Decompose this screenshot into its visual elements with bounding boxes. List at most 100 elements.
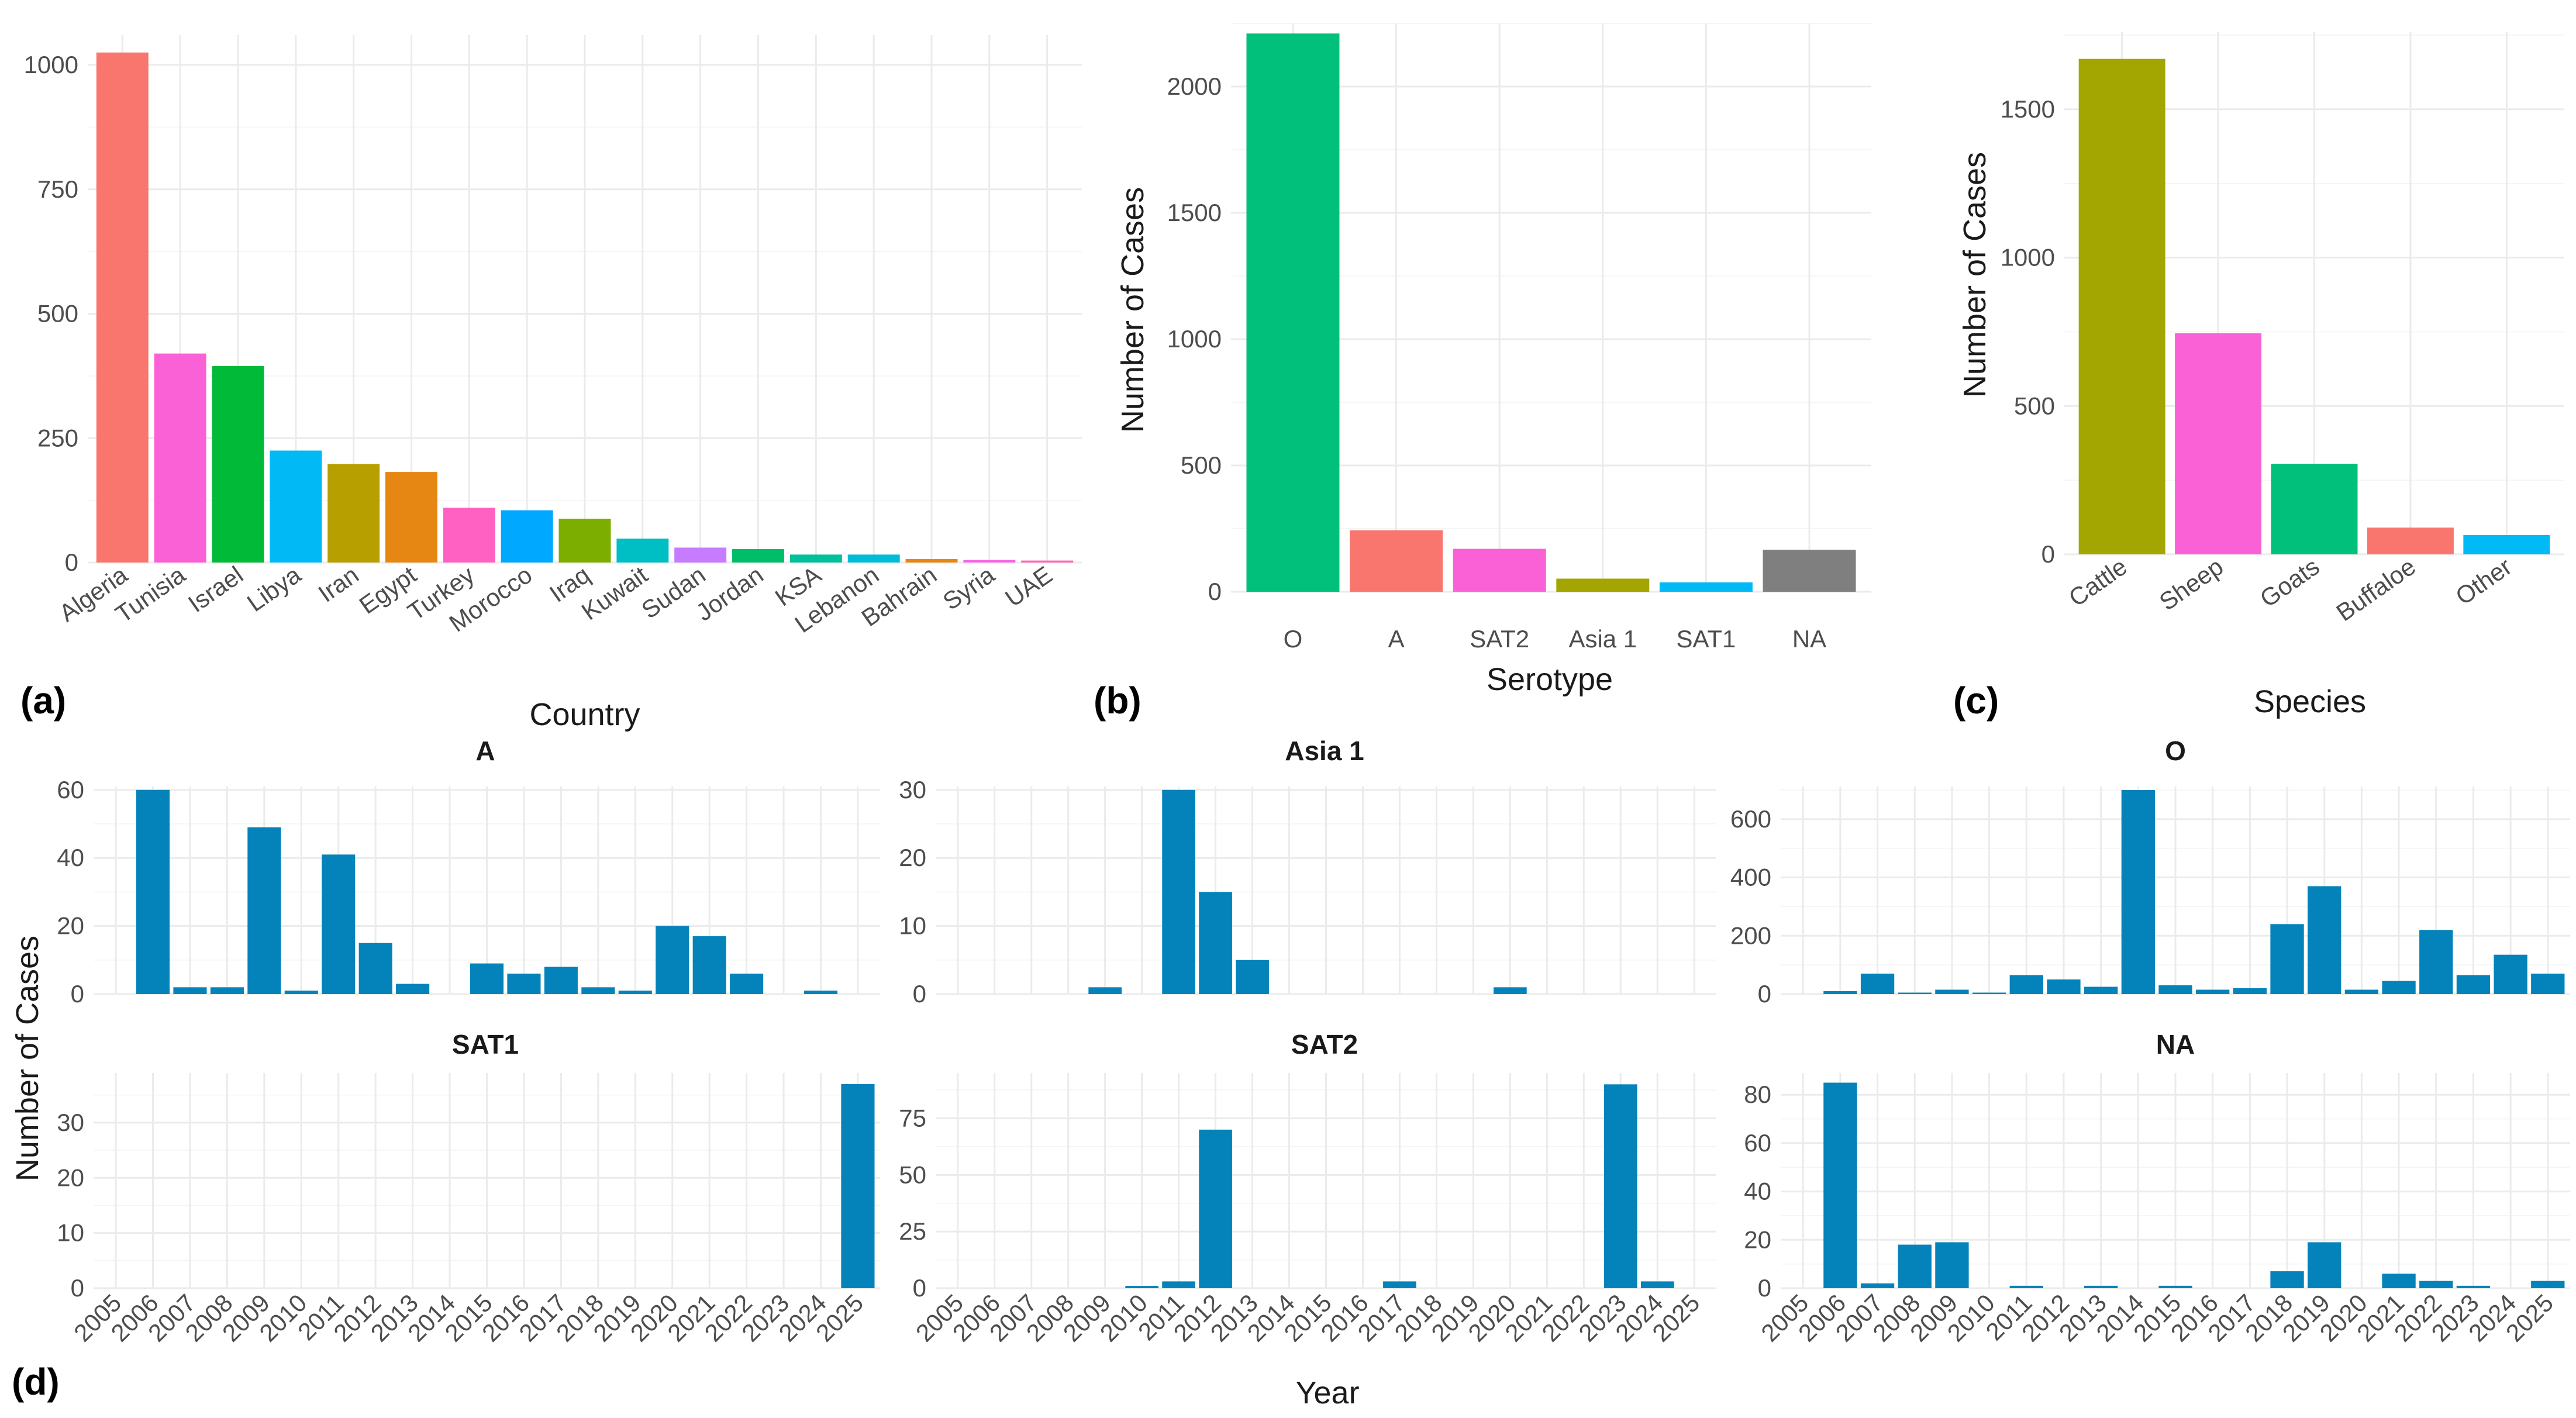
facet-sat2-bar-2010 bbox=[1125, 1286, 1158, 1288]
facet-na-bar-2006 bbox=[1823, 1082, 1857, 1288]
chart-a-y-tick-label: 500 bbox=[37, 300, 78, 327]
chart-a-bar-iraq bbox=[558, 519, 611, 563]
chart-c-y-title: Number of Cases bbox=[1957, 152, 1992, 398]
facet-na-bar-2022 bbox=[2419, 1281, 2453, 1288]
chart-b-x-tick-label: SAT2 bbox=[1470, 625, 1529, 653]
facet-asia-1-y-tick-label: 20 bbox=[899, 844, 926, 871]
chart-b-x-tick-label: Asia 1 bbox=[1568, 625, 1637, 653]
chart-a-bar-iran bbox=[327, 464, 380, 563]
chart-c-y-tick-label: 1500 bbox=[2001, 95, 2055, 123]
chart-c-bar-other bbox=[2463, 535, 2550, 554]
facet-sat2-y-tick-label: 25 bbox=[899, 1217, 926, 1245]
chart-b-x-tick-label: O bbox=[1284, 625, 1303, 653]
facet-o-bar-2023 bbox=[2456, 975, 2491, 994]
facet-strip-sat2: SAT2 bbox=[1291, 1029, 1358, 1060]
facet-o-bar-2021 bbox=[2382, 981, 2416, 994]
facet-sat2-bar-2024 bbox=[1640, 1281, 1674, 1288]
facet-na-bar-2011 bbox=[2009, 1285, 2043, 1288]
facet-a-bar-2019 bbox=[618, 991, 652, 994]
facet-sat2-y-tick-label: 0 bbox=[913, 1274, 926, 1302]
facet-sat2-bar-2011 bbox=[1162, 1281, 1195, 1288]
facet-o-bar-2011 bbox=[2009, 975, 2043, 994]
facet-sat1-y-tick-label: 10 bbox=[57, 1219, 84, 1247]
chart-b-x-tick-label: NA bbox=[1792, 625, 1826, 653]
facet-o-bar-2014 bbox=[2121, 789, 2155, 994]
facet-na-bar-2018 bbox=[2270, 1271, 2304, 1288]
facet-asia-1-bar-2020 bbox=[1494, 987, 1527, 994]
facet-asia-1-bar-2011 bbox=[1162, 789, 1195, 994]
facet-a-y-tick-label: 0 bbox=[71, 980, 84, 1008]
chart-a-y-tick-label: 0 bbox=[65, 548, 78, 576]
facet-asia-1-y-tick-label: 0 bbox=[913, 980, 926, 1008]
facet-asia-1-y-tick-label: 30 bbox=[899, 776, 926, 803]
chart-a-bar-egypt bbox=[385, 472, 437, 563]
facet-na-y-tick-label: 0 bbox=[1758, 1274, 1771, 1302]
chart-a-bar-turkey bbox=[443, 508, 495, 563]
facet-sat2-y-tick-label: 50 bbox=[899, 1161, 926, 1188]
facet-strip-sat1: SAT1 bbox=[452, 1029, 519, 1060]
facet-o-bar-2009 bbox=[1935, 989, 1969, 994]
chart-c-bar-sheep bbox=[2175, 333, 2262, 554]
panel-label-b: (b) bbox=[1094, 679, 1142, 722]
facet-strip-asia-1: Asia 1 bbox=[1285, 736, 1364, 766]
facet-na-bar-2019 bbox=[2308, 1242, 2341, 1288]
facet-sat1-y-tick-label: 0 bbox=[71, 1274, 84, 1302]
chart-c-y-tick-label: 1000 bbox=[2001, 244, 2055, 271]
chart-b-y-tick-label: 1000 bbox=[1167, 325, 1222, 353]
facet-na-y-tick-label: 80 bbox=[1744, 1081, 1771, 1108]
chart-c-bar-goats bbox=[2271, 464, 2358, 554]
facet-asia-1-bar-2013 bbox=[1236, 960, 1269, 994]
facet-a-bar-2013 bbox=[396, 984, 430, 994]
chart-d-y-title: Number of Cases bbox=[10, 936, 45, 1181]
facet-o-bar-2016 bbox=[2196, 989, 2230, 994]
chart-b-y-tick-label: 2000 bbox=[1167, 73, 1222, 100]
facet-o-y-tick-label: 400 bbox=[1730, 864, 1771, 891]
facet-o-y-tick-label: 200 bbox=[1730, 922, 1771, 949]
chart-a-bar-jordan bbox=[732, 549, 784, 563]
facet-na-bar-2007 bbox=[1860, 1283, 1895, 1288]
chart-a-bar-ksa bbox=[789, 554, 842, 563]
chart-b-x-tick-label: A bbox=[1388, 625, 1405, 653]
chart-b-plot: 0 500 1000 1500 2000 O A SAT2 Asia 1 SAT1 NA bbox=[1167, 23, 1871, 653]
chart-b-bar-a bbox=[1350, 530, 1443, 592]
chart-a-bar-israel bbox=[212, 365, 264, 563]
chart-b-bar-asia-1 bbox=[1556, 578, 1650, 592]
facet-a-bar-2008 bbox=[210, 987, 244, 994]
facet-sat1-bar-2025 bbox=[841, 1084, 875, 1288]
chart-b-bar-na bbox=[1763, 550, 1856, 592]
facet-o-y-tick-label: 600 bbox=[1730, 805, 1771, 833]
facet-o-bar-2008 bbox=[1898, 992, 1932, 994]
facet-strip-o: O bbox=[2165, 736, 2186, 766]
facet-na-bar-2021 bbox=[2382, 1274, 2416, 1288]
facet-a-y-tick-label: 60 bbox=[57, 776, 84, 803]
facet-sat1-y-tick-label: 30 bbox=[57, 1109, 84, 1136]
facet-na-y-tick-label: 60 bbox=[1744, 1129, 1771, 1157]
chart-a-bar-morocco bbox=[501, 510, 553, 563]
facet-a-bar-2024 bbox=[804, 991, 838, 994]
facet-asia-1-bar-2009 bbox=[1088, 987, 1122, 994]
facet-o-bar-2013 bbox=[2084, 986, 2118, 994]
chart-b-y-tick-label: 0 bbox=[1208, 578, 1222, 605]
facet-a-bar-2010 bbox=[284, 991, 318, 994]
facet-o-bar-2018 bbox=[2270, 924, 2304, 994]
facet-sat2-bar-2012 bbox=[1199, 1129, 1232, 1288]
facet-o-bar-2020 bbox=[2344, 989, 2379, 994]
facet-a-bar-2021 bbox=[692, 936, 726, 994]
facet-na-bar-2023 bbox=[2456, 1285, 2491, 1288]
facet-na-bar-2013 bbox=[2084, 1285, 2118, 1288]
facet-o-bar-2025 bbox=[2531, 974, 2565, 994]
chart-a-bar-libya bbox=[270, 450, 322, 563]
chart-a-bar-lebanon bbox=[847, 554, 900, 563]
facet-a-y-tick-label: 20 bbox=[57, 912, 84, 940]
facet-a-bar-2007 bbox=[173, 987, 207, 994]
chart-a-y-tick-label: 250 bbox=[37, 424, 78, 451]
facet-asia-1-bar-2012 bbox=[1199, 892, 1232, 994]
chart-c-bar-buffaloe bbox=[2367, 527, 2454, 554]
chart-c-y-tick-label: 500 bbox=[2014, 392, 2055, 419]
chart-a-bar-bahrain bbox=[905, 559, 958, 563]
facet-na-y-tick-label: 40 bbox=[1744, 1178, 1771, 1205]
panel-label-a: (a) bbox=[20, 679, 66, 722]
facet-o-bar-2017 bbox=[2233, 988, 2267, 994]
facet-o-bar-2022 bbox=[2419, 930, 2453, 994]
